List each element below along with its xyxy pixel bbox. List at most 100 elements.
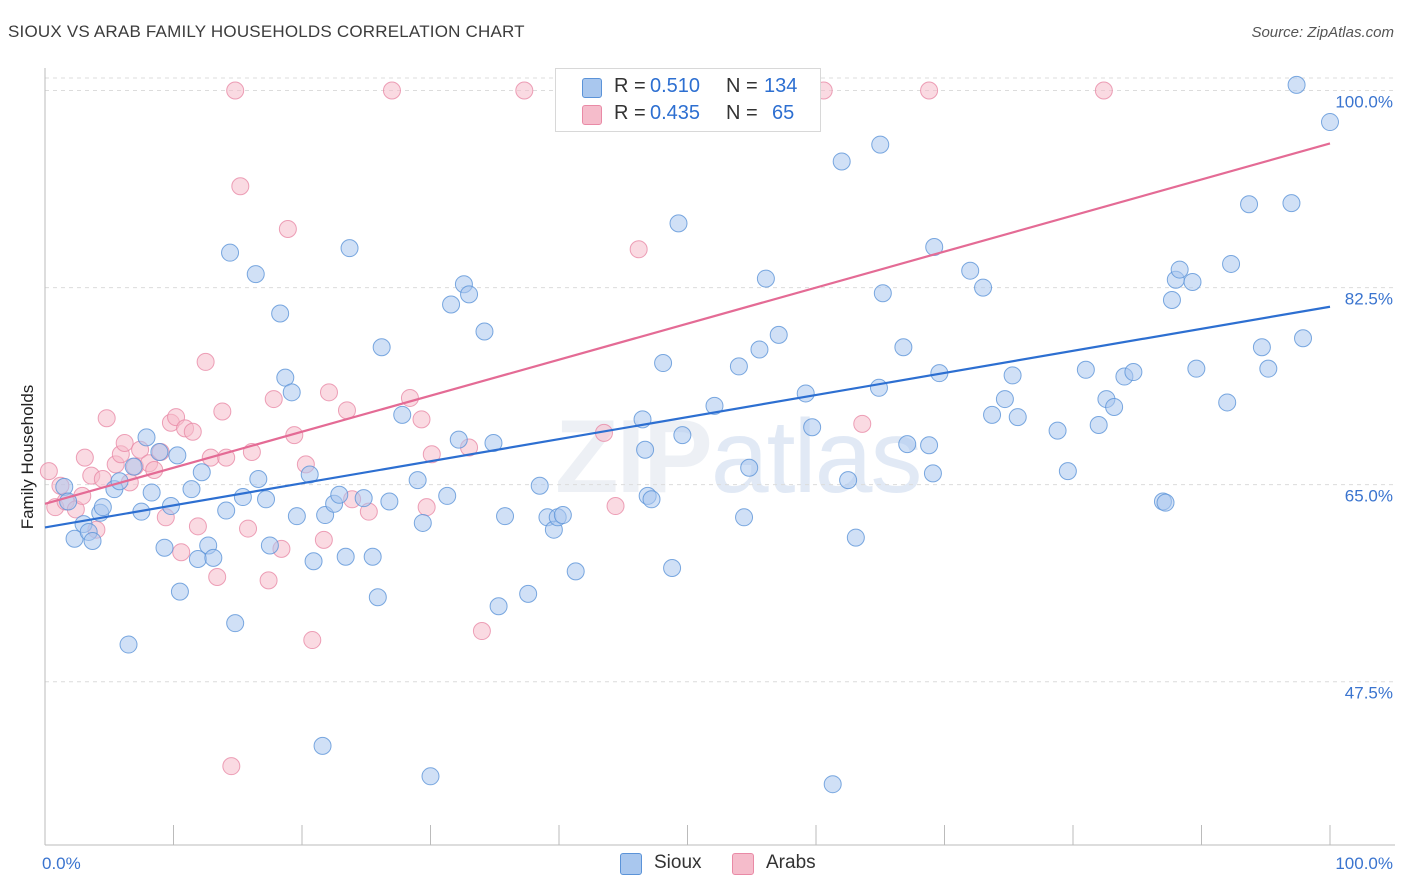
sioux-point <box>260 536 279 555</box>
arabs-point <box>417 498 436 517</box>
sioux-point <box>530 476 549 495</box>
arabs-point <box>606 497 625 516</box>
sioux-point <box>83 531 102 550</box>
y-tick-label: 82.5% <box>1345 290 1393 309</box>
sioux-point <box>803 418 822 437</box>
arabs-point <box>213 402 232 421</box>
arabs-point <box>472 622 491 641</box>
sioux-point <box>920 436 939 455</box>
sioux-point <box>438 486 457 505</box>
sioux-point <box>340 239 359 258</box>
sioux-point <box>363 547 382 566</box>
sioux-point <box>489 597 508 616</box>
arabs-point <box>920 81 939 100</box>
sioux-point <box>421 767 440 786</box>
sioux-point <box>1105 397 1124 416</box>
chart-title: SIOUX VS ARAB FAMILY HOUSEHOLDS CORRELAT… <box>8 22 525 41</box>
arabs-n-value: 65 <box>772 102 795 124</box>
sioux-point <box>669 214 688 233</box>
correlation-legend: R = 0.510 N = 134 R = 0.435 N = 65 <box>555 68 821 132</box>
y-tick-label: 100.0% <box>1335 93 1393 112</box>
sioux-point <box>137 428 156 447</box>
sioux-point <box>995 390 1014 409</box>
sioux-r-label: R = <box>614 75 646 97</box>
sioux-point <box>204 548 223 567</box>
sioux-point <box>59 492 78 511</box>
arabs-legend-swatch <box>732 853 754 875</box>
sioux-point <box>1187 359 1206 378</box>
sioux-point <box>553 506 572 525</box>
arabs-point <box>337 401 356 420</box>
sioux-point <box>408 471 427 490</box>
sioux-point <box>257 490 276 509</box>
sioux-point <box>663 558 682 577</box>
sioux-r-value: 0.510 <box>650 75 701 97</box>
sioux-point <box>1218 393 1237 412</box>
arabs-point <box>39 462 58 481</box>
arabs-point <box>303 631 322 650</box>
arabs-legend-label: Arabs <box>766 852 816 873</box>
sioux-point <box>336 547 355 566</box>
watermark-atlas: atlas <box>710 399 923 515</box>
sioux-point <box>1287 75 1306 94</box>
arabs-point <box>264 390 283 409</box>
arabs-point <box>208 567 227 586</box>
sioux-point <box>1124 363 1143 382</box>
sioux-point <box>839 471 858 490</box>
sioux-point <box>1089 415 1108 434</box>
arabs-point <box>412 410 431 429</box>
sioux-point <box>192 463 211 482</box>
arabs-point <box>188 517 207 536</box>
sioux-point <box>124 457 143 476</box>
arabs-swatch <box>582 105 602 125</box>
sioux-point <box>271 304 290 323</box>
sioux-point <box>496 507 515 526</box>
arabs-point <box>97 409 116 428</box>
sioux-point <box>155 538 174 557</box>
sioux-point <box>642 490 661 509</box>
arabs-point <box>629 240 648 259</box>
arabs-point <box>853 414 872 433</box>
sioux-point <box>287 507 306 526</box>
sioux-point <box>894 338 913 357</box>
x-tick-label: 100.0% <box>1335 854 1393 873</box>
sioux-point <box>1259 359 1278 378</box>
sioux-point <box>368 588 387 607</box>
sioux-point <box>246 265 265 284</box>
sioux-point <box>705 396 724 415</box>
sioux-point <box>1282 194 1301 213</box>
sioux-point <box>330 485 349 504</box>
sioux-point <box>974 278 993 297</box>
sioux-point <box>1008 408 1027 427</box>
sioux-point <box>380 492 399 511</box>
x-tick-label: 0.0% <box>42 854 81 873</box>
source-label: Source: ZipAtlas.com <box>1251 24 1394 41</box>
sioux-point <box>372 338 391 357</box>
sioux-point <box>460 285 479 304</box>
sioux-point <box>740 458 759 477</box>
arabs-point <box>382 81 401 100</box>
sioux-point <box>1170 260 1189 279</box>
arabs-point <box>183 422 202 441</box>
sioux-point <box>673 426 692 445</box>
sioux-point <box>1252 338 1271 357</box>
sioux-point <box>1240 195 1259 214</box>
sioux-point <box>150 442 169 461</box>
arabs-r-label: R = <box>614 102 646 124</box>
sioux-point <box>636 440 655 459</box>
sioux-point <box>1222 254 1241 273</box>
sioux-point <box>1321 113 1339 132</box>
sioux-legend-label: Sioux <box>654 852 702 873</box>
sioux-n-label: N = <box>726 75 758 97</box>
sioux-swatch <box>582 78 602 98</box>
arabs-point <box>115 433 134 452</box>
arabs-trendline <box>44 142 1331 505</box>
sioux-point <box>961 261 980 280</box>
sioux-point <box>735 508 754 527</box>
y-tick-label: 65.0% <box>1345 487 1393 506</box>
arabs-r-value: 0.435 <box>650 102 701 124</box>
arabs-n-label: N = <box>726 102 758 124</box>
arabs-point <box>222 757 241 776</box>
sioux-point <box>142 483 161 502</box>
